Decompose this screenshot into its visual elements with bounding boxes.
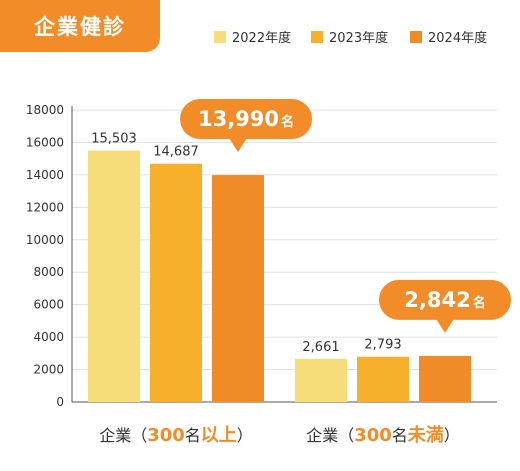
y-tick-label: 14000 <box>26 168 64 182</box>
y-tick-label: 10000 <box>26 233 64 247</box>
bar-2 <box>150 163 202 402</box>
y-tick-label: 16000 <box>26 135 64 149</box>
legend-label: 2022年度 <box>232 30 291 46</box>
legend-label: 2023年度 <box>329 30 388 46</box>
callout: 2,842 名 <box>379 279 511 333</box>
legend-swatch <box>410 31 422 43</box>
y-tick-label: 4000 <box>33 330 64 344</box>
bar-2 <box>357 356 409 402</box>
data-label: 13,990 名 <box>198 107 294 131</box>
y-tick-label: 18000 <box>26 103 64 117</box>
callout-pointer <box>436 318 454 333</box>
callout-pointer <box>229 138 247 153</box>
bar-1 <box>88 150 140 402</box>
bar-3 <box>419 355 471 402</box>
legend-label: 2024年度 <box>428 30 487 46</box>
data-label: 15,503 <box>91 132 137 147</box>
data-labels: 15,503 14,687 13,990 名 2,661 2,793 2,842 名 <box>91 99 511 355</box>
legend-item: 2022年度 <box>214 30 291 46</box>
chart-title: 企業健診 <box>0 0 160 52</box>
callout: 13,990 名 <box>180 99 312 153</box>
y-tick-label: 6000 <box>33 298 64 312</box>
callout-bubble <box>379 279 511 320</box>
data-label: 2,661 <box>302 340 339 355</box>
legend-swatch <box>214 31 226 43</box>
legend-item: 2023年度 <box>311 30 388 46</box>
grid-lines <box>72 109 497 371</box>
data-label: 2,842 名 <box>404 288 485 312</box>
x-category-label: 企業（300名未満） <box>306 424 460 446</box>
y-tick-label: 12000 <box>26 200 64 214</box>
y-tick-label: 2000 <box>33 363 64 377</box>
bars <box>88 150 471 402</box>
data-label: 2,793 <box>364 338 401 353</box>
legend-item: 2024年度 <box>410 30 487 46</box>
y-tick-label: 0 <box>56 395 64 409</box>
y-tick-label: 8000 <box>33 265 64 279</box>
x-category-label: 企業（300名以上） <box>99 425 253 446</box>
legend: 2022年度 2023年度 2024年度 <box>214 30 487 46</box>
data-label: 14,687 <box>153 145 199 160</box>
legend-swatch <box>311 31 323 43</box>
callout-bubble <box>180 99 312 140</box>
bar-1 <box>295 358 347 402</box>
y-axis: 0 2000 4000 6000 8000 10000 12000 14000 16000 180… <box>26 103 497 409</box>
x-axis: 企業（300名以上） 企業（300名未満） <box>99 424 460 446</box>
bar-3 <box>212 175 264 402</box>
